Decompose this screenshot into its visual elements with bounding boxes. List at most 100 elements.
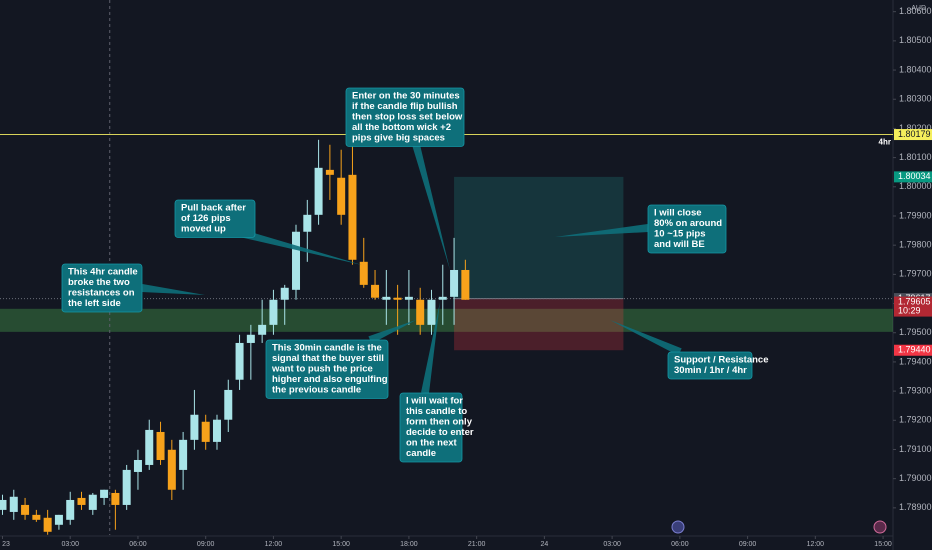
- callout-text: want to push the price: [271, 363, 373, 374]
- y-tick-label: 1.79200: [899, 415, 932, 425]
- callout-text: Support / Resistance: [674, 354, 769, 365]
- candle-body: [201, 421, 210, 442]
- candle-body: [133, 459, 142, 472]
- candle-body: [122, 469, 131, 505]
- callout-pointer: [421, 302, 440, 394]
- y-tick-label: 1.79900: [899, 210, 932, 220]
- candle-body: [0, 499, 7, 510]
- y-tick-label: 1.79800: [899, 240, 932, 250]
- callout-text: the left side: [68, 298, 121, 309]
- y-tick-label: 1.79700: [899, 269, 932, 279]
- x-tick-label: 18:00: [400, 541, 418, 548]
- callout-text: moved up: [181, 223, 226, 234]
- x-tick-label: 23: [2, 541, 10, 548]
- callout-text: if the candle flip bullish: [352, 101, 458, 112]
- candle-body: [292, 231, 301, 290]
- callout-text: This 4hr candle: [68, 266, 138, 277]
- callout-box: [345, 87, 465, 147]
- callout-box: [667, 351, 753, 380]
- y-tick-label: 1.80200: [899, 123, 932, 133]
- x-tick-label: 03:00: [603, 541, 621, 548]
- callout-text: the previous candle: [272, 384, 361, 395]
- y-tick-label: 1.79300: [899, 385, 932, 395]
- price-marker-label: 1.80179: [898, 129, 931, 139]
- x-tick-label: 12:00: [807, 541, 825, 548]
- y-tick-label: 1.80600: [899, 6, 932, 16]
- candle-body: [427, 299, 436, 325]
- event-icon: [873, 520, 887, 534]
- callout-text: then stop loss set below: [352, 111, 463, 122]
- callout-text: Pull back after: [181, 202, 246, 213]
- callout-pointer: [555, 224, 649, 237]
- callout-text: 30min / 1hr / 4hr: [674, 365, 747, 376]
- level-label: 4hr: [879, 138, 891, 147]
- price-marker: [894, 129, 932, 141]
- x-tick-label: 09:00: [197, 541, 215, 548]
- y-tick-label: 1.80500: [899, 35, 932, 45]
- candle-body: [111, 492, 120, 505]
- callout-text: pips give big spaces: [352, 132, 445, 143]
- callout-text: and will BE: [654, 239, 705, 250]
- candle-body: [438, 296, 447, 300]
- callout-pointer: [411, 139, 450, 270]
- y-tick-label: 1.78900: [899, 502, 932, 512]
- callout-text: I will close: [654, 207, 702, 218]
- candle-body: [382, 296, 391, 300]
- candle-body: [179, 439, 188, 470]
- x-tick-label: 21:00: [468, 541, 486, 548]
- candle-body: [371, 284, 380, 298]
- candle-body: [461, 269, 470, 300]
- x-tick-label: 12:00: [265, 541, 283, 548]
- y-tick-label: 1.80300: [899, 94, 932, 104]
- candle-body: [43, 517, 52, 532]
- callout-text: decide to enter: [406, 427, 474, 438]
- x-tick-label: 06:00: [671, 541, 689, 548]
- price-marker: [894, 171, 932, 183]
- y-tick-label: 1.80000: [899, 181, 932, 191]
- callout-pointer: [368, 320, 416, 344]
- candle-body: [393, 297, 402, 300]
- candle-body: [337, 177, 346, 215]
- callout-text: resistances on: [68, 287, 135, 298]
- callout-text: this candle to: [406, 406, 467, 417]
- price-marker: [894, 344, 932, 356]
- candle-body: [303, 214, 312, 232]
- callout-text: This 30min candle is the: [272, 342, 382, 353]
- candle-body: [66, 499, 75, 520]
- candle-body: [269, 299, 278, 325]
- countdown-label: 10:29: [898, 305, 921, 315]
- callout-text: all the bottom wick +2: [352, 122, 451, 133]
- x-tick-label: 09:00: [739, 541, 757, 548]
- x-tick-label: 15:00: [332, 541, 350, 548]
- candle-body: [167, 449, 176, 490]
- candle-body: [235, 342, 244, 380]
- stop-area: [454, 298, 624, 351]
- x-tick-label: 15:00: [874, 541, 892, 548]
- candle-body: [100, 489, 109, 498]
- candle-body: [190, 414, 199, 440]
- candle-body: [156, 431, 165, 460]
- candle-body: [325, 169, 334, 175]
- callout-text: candle: [406, 448, 436, 459]
- price-marker-label: 1.79440: [898, 345, 931, 355]
- callout-text: 80% on around: [654, 218, 722, 229]
- y-tick-label: 1.79100: [899, 444, 932, 454]
- callout-text: I will wait for: [406, 395, 463, 406]
- y-tick-label: 1.79000: [899, 473, 932, 483]
- candle-body: [32, 514, 41, 520]
- price-marker-label: 1.79605: [898, 296, 931, 306]
- price-marker: [894, 296, 932, 317]
- candle-body: [21, 504, 30, 515]
- candle-body: [246, 334, 255, 343]
- callout-text: form then only: [406, 416, 473, 427]
- candle-body: [145, 429, 154, 465]
- candle-body: [77, 497, 86, 505]
- candle-body: [450, 269, 459, 297]
- candle-body: [314, 167, 323, 215]
- x-tick-label: 03:00: [61, 541, 79, 548]
- callout-pointer: [610, 320, 682, 356]
- callout-box: [399, 392, 463, 463]
- callout-pointer: [141, 284, 205, 295]
- callout-box: [265, 339, 389, 399]
